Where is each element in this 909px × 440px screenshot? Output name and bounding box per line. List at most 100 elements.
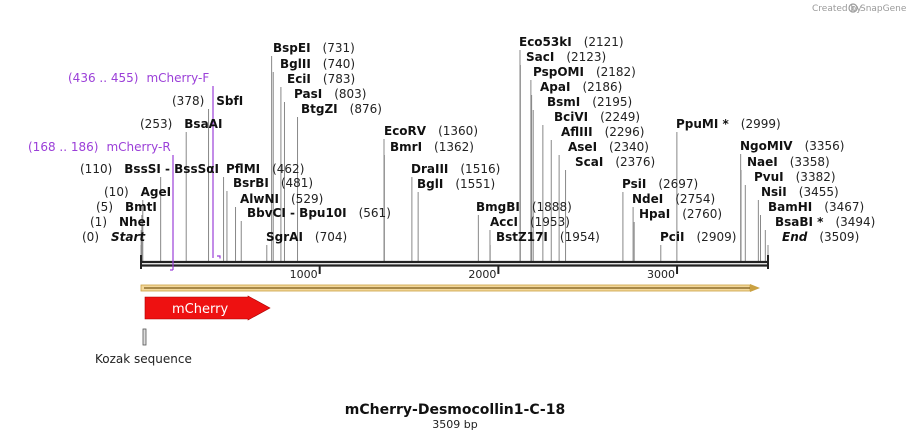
site-label-bgli[interactable]: BglI (1551) [417,177,495,191]
primer-range-mcherry-r: (168 .. 186) [28,140,98,154]
site-pos-bstz17i: (1954) [560,230,600,244]
site-label-bsrbi[interactable]: BsrBI (481) [233,176,313,190]
site-label-bspei[interactable]: BspEI (731) [273,41,355,55]
site-label-alwni[interactable]: AlwNI (529) [240,192,323,206]
site-label-nsii[interactable]: NsiI (3455) [761,185,839,199]
site-label-bsaai[interactable]: (253) BsaAI [140,117,222,131]
site-name-bstz17i: BstZ17I [496,230,548,244]
site-label-bmri[interactable]: BmrI (1362) [390,140,474,154]
site-label-acci[interactable]: AccI (1953) [490,215,570,229]
site-name-afliii: AflIII [561,125,593,139]
site-label-pvui[interactable]: PvuI (3382) [754,170,836,184]
site-name-bamhi: BamHI [768,200,812,214]
site-label-bmti[interactable]: (5) BmtI [96,200,157,214]
site-label-bsabi[interactable]: BsaBI * (3494) [775,215,875,229]
site-name-eco53ki: Eco53kI [519,35,572,49]
site-label-pasi[interactable]: PasI (803) [294,87,366,101]
site-name-pflmi: PflMI [226,162,260,176]
site-pos-pspomi: (2182) [596,65,636,79]
site-label-sbfi[interactable]: (378) SbfI [172,94,243,108]
site-name-bmti: BmtI [125,200,157,214]
site-pos-bsaai: (253) [140,117,172,131]
site-pos-acci: (1953) [530,215,570,229]
site-pos-ngomiv: (3356) [805,139,845,153]
site-label-bsssi-bsss-i[interactable]: (110) BssSI - BssSαI [80,162,219,176]
ruler-tick-label-1000: 1000 [290,268,318,281]
site-name-agei: AgeI [141,185,171,199]
site-label-asei[interactable]: AseI (2340) [568,140,649,154]
site-label-pspomi[interactable]: PspOMI (2182) [533,65,636,79]
site-name-bgli: BglI [417,177,443,191]
site-name-bsrbi: BsrBI [233,176,269,190]
site-name-bsssi-bsss-i: BssSI - BssSαI [124,162,219,176]
site-label-pcii[interactable]: PciI (2909) [660,230,736,244]
site-name-psii: PsiI [622,177,646,191]
site-name-pspomi: PspOMI [533,65,584,79]
mcherry-feature-arrow[interactable]: mCherry [144,295,271,321]
kozak-feature-label: Kozak sequence [95,352,192,366]
site-label-psii[interactable]: PsiI (2697) [622,177,698,191]
site-label-eco53ki[interactable]: Eco53kI (2121) [519,35,624,49]
site-pos-bmti: (5) [96,200,113,214]
site-label-bmgbi[interactable]: BmgBI (1888) [476,200,572,214]
site-pos-end: (3509) [819,230,859,244]
site-pos-bsrbi: (481) [281,176,313,190]
site-label-ppumi[interactable]: PpuMI * (2999) [676,117,781,131]
kozak-feature[interactable] [142,328,147,346]
site-label-bamhi[interactable]: BamHI (3467) [768,200,864,214]
site-label-start[interactable]: (0) Start [82,230,146,244]
site-name-sbfi: SbfI [216,94,243,108]
site-label-btgzi[interactable]: BtgZI (876) [301,102,382,116]
site-label-nhei[interactable]: (1) NheI [90,215,150,229]
site-label-end[interactable]: End (3509) [782,230,859,244]
site-label-bcivi[interactable]: BciVI (2249) [554,110,640,124]
site-pos-bsssi-bsss-i: (110) [80,162,112,176]
site-label-ndei[interactable]: NdeI (2754) [632,192,715,206]
site-label-agei[interactable]: (10) AgeI [104,185,171,199]
site-label-draiii[interactable]: DraIII (1516) [411,162,500,176]
site-label-apai[interactable]: ApaI (2186) [540,80,622,94]
site-pos-pcii: (2909) [697,230,737,244]
site-label-bglii[interactable]: BglII (740) [280,57,355,71]
site-pos-bspei: (731) [323,41,355,55]
snapgene-logo-icon [848,3,858,13]
site-pos-pflmi: (462) [272,162,304,176]
site-name-apai: ApaI [540,80,570,94]
site-name-scai: ScaI [575,155,603,169]
site-label-scai[interactable]: ScaI (2376) [575,155,655,169]
site-pos-ndei: (2754) [675,192,715,206]
site-pos-eco53ki: (2121) [584,35,624,49]
site-label-pflmi[interactable]: PflMI (462) [226,162,304,176]
site-pos-saci: (2123) [566,50,606,64]
site-label-naei[interactable]: NaeI (3358) [747,155,830,169]
primer-label-mcherry-r[interactable]: (168 .. 186) mCherry-R [28,140,171,154]
site-name-pvui: PvuI [754,170,784,184]
site-label-saci[interactable]: SacI (2123) [526,50,606,64]
site-label-ecii[interactable]: EciI (783) [287,72,355,86]
site-name-acci: AccI [490,215,518,229]
site-name-nhei: NheI [119,215,150,229]
site-pos-psii: (2697) [658,177,698,191]
site-pos-ecii: (783) [323,72,355,86]
site-name-ndei: NdeI [632,192,663,206]
site-name-alwni: AlwNI [240,192,279,206]
ruler-tick-label-3000: 3000 [647,268,675,281]
site-pos-apai: (2186) [582,80,622,94]
site-label-bstz17i[interactable]: BstZ17I (1954) [496,230,600,244]
site-label-afliii[interactable]: AflIII (2296) [561,125,644,139]
orf-arrow[interactable] [140,284,760,292]
site-label-ngomiv[interactable]: NgoMIV (3356) [740,139,844,153]
site-label-hpai[interactable]: HpaI (2760) [639,207,722,221]
site-label-bsmi[interactable]: BsmI (2195) [547,95,632,109]
site-label-bbvci-bpu10i[interactable]: BbvCI - Bpu10I (561) [247,206,391,220]
primer-label-mcherry-f[interactable]: (436 .. 455) mCherry-F [68,71,209,85]
site-name-nsii: NsiI [761,185,787,199]
site-pos-hpai: (2760) [682,207,722,221]
mcherry-feature-label: mCherry [172,302,228,317]
site-pos-bcivi: (2249) [600,110,640,124]
site-name-ecii: EciI [287,72,311,86]
site-label-ecorv[interactable]: EcoRV (1360) [384,124,478,138]
site-label-sgrai[interactable]: SgrAI (704) [266,230,347,244]
site-name-ecorv: EcoRV [384,124,427,138]
